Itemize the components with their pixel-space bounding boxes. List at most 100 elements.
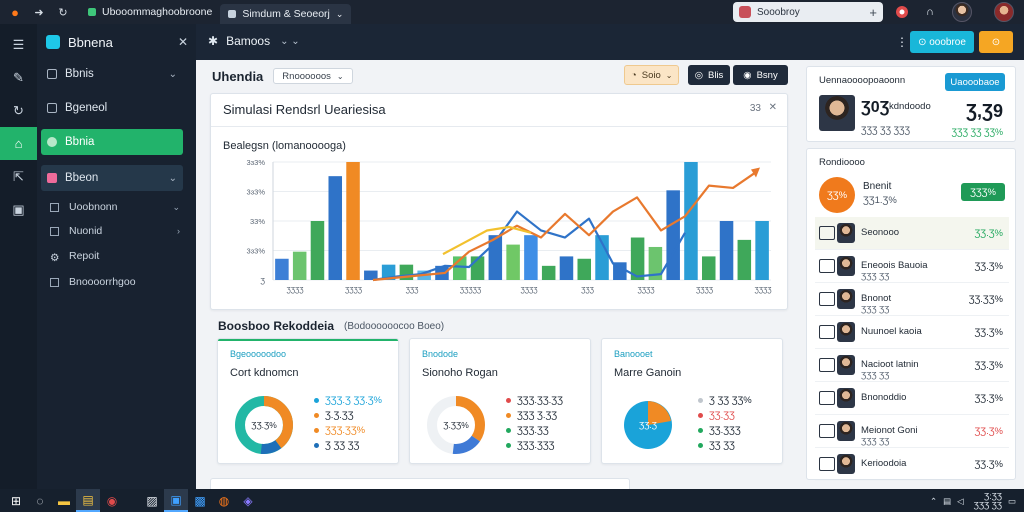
ranking-row[interactable]: Meionot Goni ƷƷƷ ƷƷ ƷƷ.Ʒ% <box>815 415 1009 448</box>
ranking-row[interactable]: Seonooo ƷƷ.Ʒ% <box>815 217 1009 250</box>
share-icon[interactable]: ⇱ <box>13 168 24 184</box>
notification-icon[interactable]: ▭ <box>1007 495 1016 506</box>
refresh-icon[interactable]: ↻ <box>13 102 24 118</box>
chart-control[interactable]: 33 <box>749 103 761 114</box>
windows-start-icon[interactable]: ⊞ <box>10 493 22 508</box>
x-tick-label: ƷƷƷƷ <box>520 287 538 294</box>
legend-dot <box>314 413 319 418</box>
address-bar[interactable]: Sooobroy + <box>733 2 883 22</box>
ranking-row[interactable]: Nacioot latnin ƷƷƷ ƷƷ ƷƷ.Ʒ% <box>815 349 1009 382</box>
user-avatar[interactable] <box>952 2 972 22</box>
profile-avatar[interactable] <box>994 2 1014 22</box>
brand[interactable]: Bbnena ✕ <box>46 32 188 52</box>
legend-dot <box>314 428 319 433</box>
sidebar-item-4[interactable]: Bbeon ⌄ <box>41 165 183 191</box>
window-icon[interactable]: ▣ <box>12 201 25 217</box>
tab-label: Ubooommaghoobroone <box>102 6 213 18</box>
page-title[interactable]: ✱ Bamoos ⌄ ⌄ <box>208 34 300 48</box>
volume-icon[interactable]: ◁ <box>957 495 964 506</box>
menu-icon[interactable]: ☰ <box>12 36 25 52</box>
item-icon <box>50 202 59 212</box>
view-button[interactable]: ◉ Bsny <box>733 65 788 85</box>
close-icon[interactable]: ✕ <box>177 35 188 49</box>
bar <box>737 239 752 280</box>
person-info: ƷƷƷ ƷƷ ƷƷƷ <box>861 125 910 135</box>
legend-item: Ʒ ƷƷ ƷƷ% <box>698 393 780 408</box>
bar <box>701 256 716 280</box>
sidebar-subitem-3[interactable]: ⚙ Repoit <box>50 246 180 266</box>
ranking-row[interactable]: Bnonot ƷƷƷ ƷƷ ƷƷ.ƷƷ% <box>815 283 1009 316</box>
home-icon[interactable]: ⌂ <box>0 127 37 160</box>
x-tick-label: ƷƷƷƷ <box>637 287 655 294</box>
chrome-icon[interactable]: ◉ <box>106 493 118 508</box>
x-tick-label: ƷƷƷ <box>406 287 420 294</box>
legend-dot <box>506 443 511 448</box>
headset-icon[interactable]: ∩ <box>926 6 934 18</box>
donut-card-1[interactable]: Bgeooooodoo Cort kdnomcn ƷƷ.Ʒ% ƷƷƷ.Ʒ ƷƷ.… <box>217 338 399 464</box>
app-icon[interactable]: ◈ <box>243 493 253 508</box>
featured-item[interactable]: ƷƷ% Bnenit ƷƷ1.Ʒ% ƷƷƷ% <box>807 173 1015 213</box>
folder-icon[interactable]: ▬ <box>58 493 70 508</box>
close-icon[interactable]: ✕ <box>768 102 777 113</box>
row-percent: ƷƷ.Ʒ% <box>974 459 1004 470</box>
firefox-icon[interactable]: ● <box>11 4 19 20</box>
donut-chart: ƷƷ.Ʒ% <box>235 396 293 454</box>
app-icon[interactable]: ▨ <box>146 493 158 508</box>
sidebar-subitem-label: Nuonid <box>69 225 103 237</box>
sidebar-subitem-1[interactable]: Uoobnonn ⌄ <box>50 197 180 217</box>
reload-icon[interactable]: ↻ <box>58 6 68 19</box>
ranking-row[interactable]: Kerioodoia ƷƷ.Ʒ% <box>815 448 1009 481</box>
top-bar: ✱ Bamoos ⌄ ⌄ <box>196 24 1024 60</box>
sidebar-item-label: Bbnia <box>65 136 95 148</box>
pen-icon[interactable]: ✎ <box>13 69 24 85</box>
ranking-row[interactable]: Nuunoel kaoia ƷƷ.Ʒ% <box>815 316 1009 349</box>
chevron-down-icon: ⌄ <box>336 71 344 81</box>
item-icon <box>47 103 57 113</box>
y-tick-label: 3ɜ3% <box>247 247 266 256</box>
chevron-up-icon[interactable]: ⌃ <box>929 495 938 506</box>
ranking-row[interactable]: Eneoois Bauoia ƷƷƷ ƷƷ ƷƷ.Ʒ% <box>815 250 1009 283</box>
y-tick-label: 33% <box>250 217 265 226</box>
browser-tab-1[interactable]: Ubooommaghoobroone <box>80 2 220 22</box>
sidebar-subitem-2[interactable]: Nuonid › <box>50 221 180 241</box>
card-tag: Banoooet <box>614 349 653 359</box>
primary-action-button[interactable]: ⊙ ooobroe <box>910 31 974 53</box>
bar <box>613 262 627 280</box>
range-dropdown[interactable]: Rnoooooos ⌄ <box>273 68 353 84</box>
donut-card-3[interactable]: Banoooet Marre Ganoin ƷƷ.Ʒ Ʒ ƷƷ ƷƷ% ƷƷ.Ʒ… <box>601 338 783 464</box>
select-button[interactable]: ◔ Soio ⌄ <box>624 65 680 85</box>
app-icon[interactable]: ▩ <box>194 493 206 508</box>
donut-segment <box>235 396 293 454</box>
forward-icon[interactable]: ➜ <box>34 6 44 19</box>
summary-card: Uennaoooopoaoonn Uaooobaoe Ʒ0Ʒ kdndoodo … <box>806 66 1016 142</box>
row-percent: ƷƷ.Ʒ% <box>974 426 1004 437</box>
row-name: Seonooo <box>861 227 900 238</box>
y-tick-label: 3ɜ3% <box>247 188 266 197</box>
clock[interactable]: Ʒ:ƷƷ ƷƷƷ ƷƷ <box>974 492 1002 510</box>
person-photo <box>837 322 855 342</box>
file-explorer-icon[interactable]: ▤ <box>76 489 100 512</box>
filter-label: Blis <box>707 69 724 81</box>
search-icon[interactable]: ◌ <box>36 493 44 508</box>
sidebar-item-2[interactable]: Bgeneol <box>41 95 183 121</box>
sidebar-item-1[interactable]: Bbnis ⌄ <box>41 61 183 87</box>
summary-button[interactable]: Uaooobaoe <box>945 73 1005 91</box>
plus-icon[interactable]: + <box>869 4 877 20</box>
book-icon <box>819 325 835 339</box>
browser-tab-2[interactable]: Simdum & Seoeorj ⌄ <box>220 4 352 24</box>
firefox-icon[interactable]: ◍ <box>218 493 230 508</box>
eye-icon: ◉ <box>743 69 752 81</box>
network-icon[interactable]: ▤ <box>943 495 952 506</box>
more-icon[interactable]: ⋮ <box>896 35 908 49</box>
donut-card-2[interactable]: Bnodode Sionoho Rogan Ʒ.ƷƷ% ƷƷƷ.ƷƷ.ƷƷ ƷƷ… <box>409 338 591 464</box>
system-tray: ⌃ ▤ ◁ Ʒ:ƷƷ ƷƷƷ ƷƷ ▭ <box>924 492 1016 510</box>
secondary-action-button[interactable]: ⊙ <box>979 31 1013 53</box>
sidebar-item-3[interactable]: Bbnia <box>41 129 183 155</box>
ranking-row[interactable]: Bnonoddio ƷƷ.Ʒ% <box>815 382 1009 415</box>
section-header: Uhendia Rnoooooos ⌄ <box>212 68 353 84</box>
filter-button[interactable]: ◎ Blis <box>688 65 730 85</box>
sidebar-subitem-4[interactable]: Bnoooorrhgoo <box>50 272 180 292</box>
shield-icon[interactable] <box>892 2 912 22</box>
app-icon[interactable]: ▣ <box>164 489 188 512</box>
row-name: Meionot Goni <box>861 425 918 436</box>
